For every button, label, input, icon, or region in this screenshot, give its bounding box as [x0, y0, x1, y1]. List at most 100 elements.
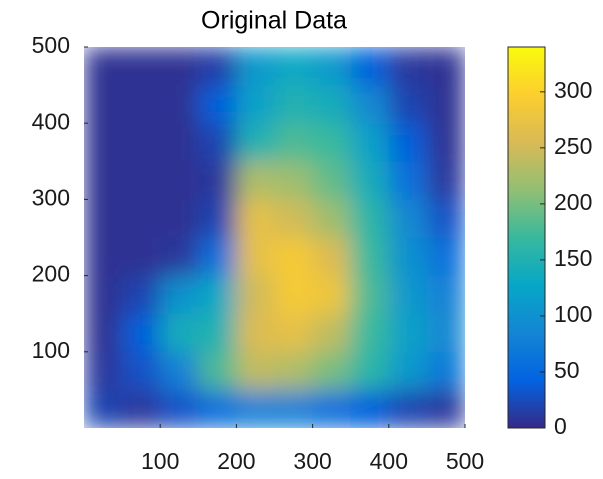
heat-cell — [274, 275, 314, 315]
heat-cell — [426, 313, 465, 353]
colorbar-tick-label: 200 — [554, 189, 592, 215]
heat-cell — [426, 275, 465, 315]
heat-cell — [122, 237, 161, 277]
heat-cell — [312, 275, 352, 315]
heat-cell — [350, 313, 390, 353]
heat-cell — [84, 123, 123, 162]
heat-cell — [350, 123, 390, 162]
heat-cell — [84, 199, 123, 238]
heat-cell — [274, 389, 314, 428]
heat-cell — [426, 199, 465, 238]
heat-cell — [274, 123, 314, 162]
heat-cell — [426, 85, 465, 124]
heat-cell — [160, 85, 199, 124]
colorbar-tick-label: 250 — [554, 133, 592, 159]
heat-cell — [198, 85, 237, 124]
heat-cell — [388, 389, 428, 428]
chart-title: Original Data — [201, 7, 347, 35]
heat-cell — [274, 85, 314, 124]
heat-cell — [388, 47, 428, 86]
heat-cell — [160, 199, 199, 238]
heat-cell — [122, 351, 161, 391]
x-tick-label: 500 — [446, 448, 484, 474]
heat-cell — [122, 161, 161, 200]
heat-cell — [350, 161, 390, 200]
heat-cell — [274, 351, 314, 391]
heat-cell — [122, 47, 161, 86]
heatmap-image — [84, 47, 465, 428]
heat-cell — [236, 389, 275, 428]
heat-cell — [350, 85, 390, 124]
x-tick-label: 200 — [217, 448, 255, 474]
heat-cell — [312, 237, 352, 277]
heat-cell — [350, 47, 390, 86]
heat-cell — [122, 389, 161, 428]
heat-cell — [350, 199, 390, 238]
heat-cell — [312, 351, 352, 391]
heat-cell — [160, 389, 199, 428]
heat-cell — [312, 85, 352, 124]
heat-cell — [426, 47, 465, 86]
x-tick-label: 100 — [141, 448, 179, 474]
heat-cell — [388, 85, 428, 124]
heat-cell — [388, 275, 428, 315]
heat-cell — [312, 313, 352, 353]
heat-cell — [274, 161, 314, 200]
heat-cell — [426, 237, 465, 277]
heat-cell — [84, 275, 123, 315]
heat-cell — [160, 275, 199, 315]
y-tick-label: 500 — [32, 32, 70, 58]
heat-cell — [198, 199, 237, 238]
y-tick-label: 200 — [32, 261, 70, 287]
heat-cell — [122, 275, 161, 315]
colorbar-tick-label: 50 — [554, 357, 580, 383]
heat-cell — [84, 313, 123, 353]
heat-cell — [312, 47, 352, 86]
heat-cell — [312, 389, 352, 428]
heat-cell — [388, 199, 428, 238]
heat-cell — [198, 275, 237, 315]
heat-cell — [160, 47, 199, 86]
heat-cell — [236, 161, 275, 200]
y-tick-label: 300 — [32, 184, 70, 210]
heat-cell — [236, 351, 275, 391]
heat-cell — [198, 123, 237, 162]
colorbar — [507, 46, 546, 429]
heat-cell — [198, 161, 237, 200]
heat-cell — [236, 237, 275, 277]
heat-cell — [274, 199, 314, 238]
x-tick-label: 300 — [293, 448, 331, 474]
heat-cell — [350, 389, 390, 428]
heat-cell — [160, 351, 199, 391]
heat-cell — [84, 237, 123, 277]
heat-cell — [160, 161, 199, 200]
heat-cell — [122, 199, 161, 238]
heat-cell — [274, 313, 314, 353]
heat-cell — [350, 237, 390, 277]
y-tick-label: 400 — [32, 108, 70, 134]
heat-cell — [198, 313, 237, 353]
heat-cell — [426, 351, 465, 391]
heat-cell — [160, 123, 199, 162]
heat-cell — [122, 123, 161, 162]
heat-cell — [84, 161, 123, 200]
heat-cell — [388, 313, 428, 353]
heat-cell — [84, 85, 123, 124]
heat-cell — [388, 237, 428, 277]
heat-cell — [312, 199, 352, 238]
heat-cell — [350, 351, 390, 391]
heat-cell — [426, 161, 465, 200]
heat-cell — [388, 123, 428, 162]
heat-cell — [84, 47, 123, 86]
heat-cell — [274, 47, 314, 86]
heat-cell — [236, 275, 275, 315]
heat-cell — [236, 123, 275, 162]
heat-cell — [312, 161, 352, 200]
heat-cell — [122, 313, 161, 353]
colorbar-tick-label: 150 — [554, 245, 592, 271]
heat-cell — [122, 85, 161, 124]
colorbar-tick-label: 0 — [554, 413, 567, 439]
heat-cell — [236, 199, 275, 238]
heat-cell — [198, 237, 237, 277]
